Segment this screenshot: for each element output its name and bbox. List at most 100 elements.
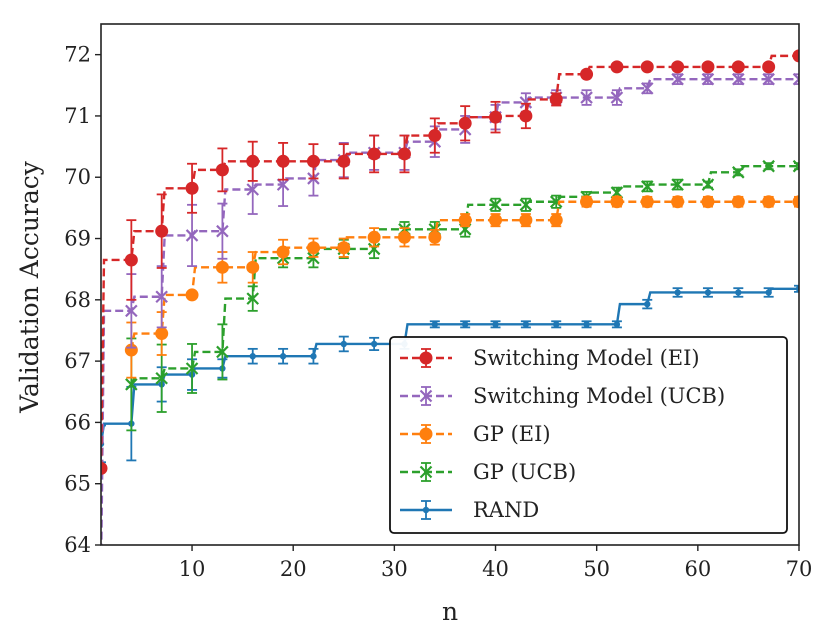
x-tick-label: 60 (684, 557, 711, 581)
data-point (671, 60, 685, 74)
data-point (583, 321, 590, 328)
data-point (215, 163, 229, 177)
axes-layer: 10 20 30 40 50 60 70 64 65 66 67 68 69 70 71 72 (64, 43, 812, 581)
y-tick-label: 70 (64, 165, 91, 189)
data-point (580, 67, 594, 81)
legend-label: GP (UCB) (473, 460, 576, 484)
data-point (640, 180, 654, 193)
y-tick-label: 64 (64, 533, 91, 557)
data-point (731, 60, 745, 74)
legend-marker (422, 506, 430, 514)
data-point (428, 230, 442, 244)
data-point (216, 224, 229, 238)
data-point (519, 109, 533, 123)
data-point (155, 290, 168, 304)
data-point (762, 60, 776, 74)
x-tick-label: 20 (280, 557, 307, 581)
data-point (671, 195, 685, 209)
data-point (155, 372, 168, 385)
data-point (762, 72, 775, 86)
data-point (489, 198, 502, 212)
data-point (732, 166, 745, 179)
legend-marker (419, 351, 433, 365)
legend-entry: RAND (400, 498, 539, 522)
data-point (125, 378, 138, 391)
data-point (125, 304, 138, 318)
data-point (246, 260, 260, 274)
data-point (458, 213, 472, 227)
legend-entry: GP (UCB) (400, 460, 576, 484)
data-point (279, 353, 287, 360)
x-tick-label: 40 (482, 557, 509, 581)
data-point (101, 461, 108, 475)
x-tick-label: 30 (381, 557, 408, 581)
data-point (185, 288, 199, 302)
data-point (701, 60, 715, 74)
y-axis-label: Validation Accuracy (15, 160, 44, 414)
legend-label: Switching Model (EI) (473, 346, 700, 370)
data-point (307, 251, 320, 265)
data-point (674, 289, 681, 296)
data-point (155, 224, 169, 238)
data-point (644, 300, 651, 308)
data-point (549, 213, 563, 227)
x-axis-label: n (442, 597, 458, 626)
legend-box (389, 336, 788, 534)
y-tick-label: 69 (64, 227, 91, 251)
data-point (792, 49, 799, 63)
y-tick-label: 68 (64, 288, 91, 312)
legend-entry: GP (EI) (400, 422, 551, 446)
data-point (640, 195, 654, 209)
data-point (701, 72, 715, 86)
x-tick-label: 50 (583, 557, 610, 581)
data-point (370, 340, 378, 348)
x-tick-label: 10 (179, 557, 206, 581)
y-tick-label: 65 (64, 472, 91, 496)
data-point (549, 92, 563, 106)
data-point (155, 327, 169, 341)
data-point (640, 82, 654, 95)
y-tick-label: 67 (64, 349, 91, 373)
data-point (428, 129, 442, 143)
data-point (489, 213, 503, 227)
data-point (553, 321, 560, 328)
data-point (492, 321, 499, 328)
data-point (367, 147, 381, 161)
data-point (276, 245, 290, 259)
data-point (522, 321, 530, 328)
legend-marker (419, 389, 433, 403)
data-point (613, 321, 621, 328)
data-point (549, 195, 563, 209)
y-tick-label: 71 (64, 104, 91, 128)
data-point (765, 289, 772, 296)
data-point (215, 260, 229, 274)
data-point (276, 154, 290, 168)
legend-marker (419, 465, 433, 479)
legend-marker (419, 427, 433, 441)
data-point (310, 353, 317, 360)
data-point (124, 253, 138, 267)
data-point (792, 195, 799, 209)
series-layer (101, 49, 799, 545)
data-point (735, 289, 742, 296)
data-point (306, 241, 320, 255)
legend: Switching Model (EI) Switching Model (UCB… (389, 336, 788, 534)
data-point (671, 72, 684, 86)
data-point (276, 178, 290, 191)
data-point (185, 362, 199, 375)
data-point (246, 183, 260, 196)
data-point (762, 195, 776, 209)
data-point (397, 147, 411, 161)
data-point (367, 230, 381, 244)
data-point (397, 230, 411, 244)
data-point (701, 178, 715, 191)
data-point (640, 60, 654, 74)
data-point (185, 181, 199, 195)
data-point (580, 195, 594, 209)
data-point (732, 72, 745, 86)
data-point (431, 321, 439, 328)
data-point (340, 340, 347, 348)
legend-label: RAND (473, 498, 539, 522)
legend-label: Switching Model (UCB) (473, 384, 725, 408)
